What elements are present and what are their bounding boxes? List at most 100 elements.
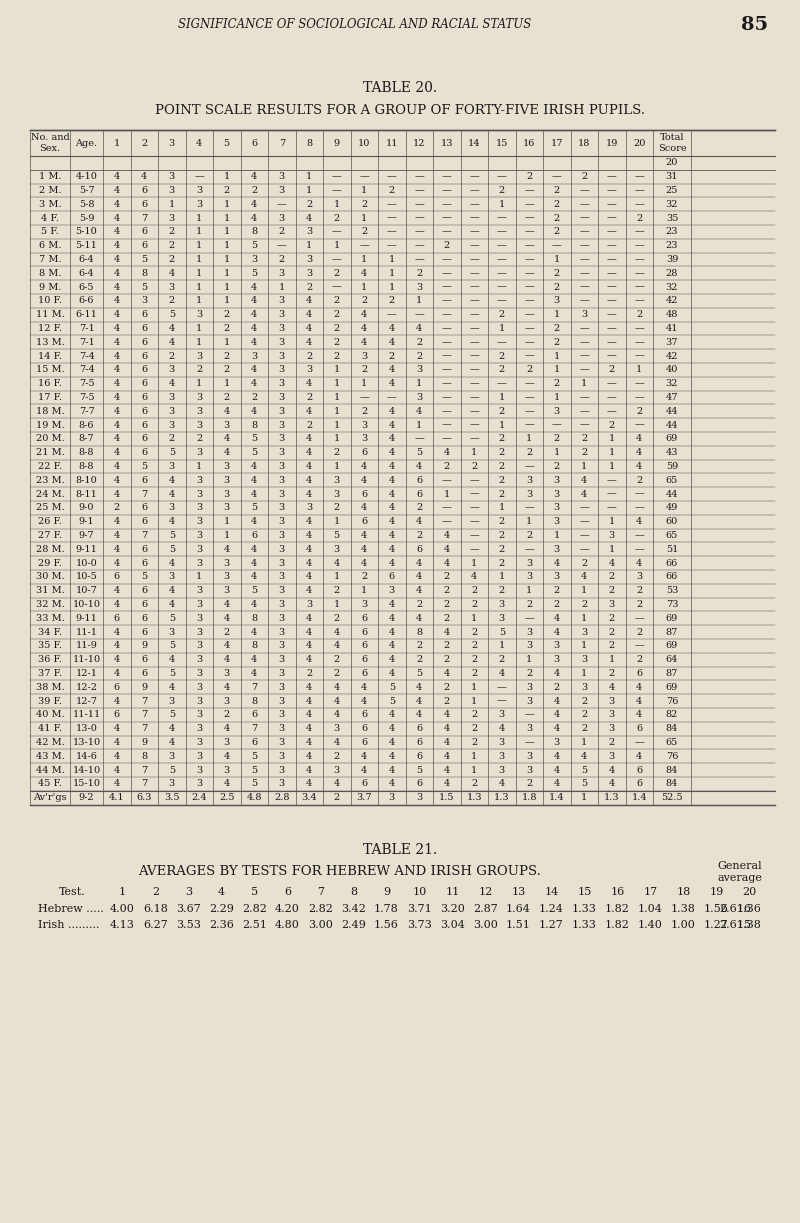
Text: 4: 4 — [224, 614, 230, 623]
Text: 69: 69 — [666, 434, 678, 444]
Text: 1: 1 — [196, 256, 202, 264]
Text: 14: 14 — [468, 138, 481, 148]
Text: 7: 7 — [251, 724, 258, 734]
Text: 38 M.: 38 M. — [36, 682, 64, 692]
Text: 4: 4 — [251, 338, 258, 347]
Text: 1: 1 — [224, 283, 230, 291]
Text: 3: 3 — [554, 544, 560, 554]
Text: —: — — [442, 256, 452, 264]
Text: 5: 5 — [251, 448, 258, 457]
Text: 5-9: 5-9 — [78, 214, 94, 223]
Text: 4: 4 — [389, 544, 395, 554]
Text: —: — — [442, 172, 452, 181]
Text: 4: 4 — [169, 338, 175, 347]
Text: 2: 2 — [498, 186, 505, 194]
Text: 2: 2 — [554, 199, 560, 209]
Text: —: — — [332, 283, 342, 291]
Text: —: — — [552, 241, 562, 251]
Text: 7: 7 — [141, 766, 147, 774]
Text: —: — — [332, 227, 342, 236]
Text: 4: 4 — [554, 724, 560, 734]
Text: 2.616: 2.616 — [719, 904, 751, 914]
Text: 3: 3 — [278, 586, 285, 596]
Text: 3: 3 — [334, 544, 340, 554]
Text: 4: 4 — [389, 489, 395, 499]
Text: 2: 2 — [444, 682, 450, 692]
Text: —: — — [470, 517, 479, 526]
Text: 4: 4 — [389, 627, 395, 637]
Text: 1.3: 1.3 — [604, 794, 619, 802]
Text: —: — — [332, 172, 342, 181]
Text: 3: 3 — [169, 407, 175, 416]
Text: 3: 3 — [196, 586, 202, 596]
Text: 32: 32 — [666, 283, 678, 291]
Text: 3: 3 — [196, 421, 202, 429]
Text: 3: 3 — [526, 559, 532, 567]
Text: 1.3: 1.3 — [466, 794, 482, 802]
Text: 1: 1 — [224, 199, 230, 209]
Text: 3: 3 — [169, 504, 175, 512]
Text: 6: 6 — [141, 393, 147, 402]
Text: 10-0: 10-0 — [76, 559, 98, 567]
Text: —: — — [634, 489, 644, 499]
Text: 6: 6 — [141, 324, 147, 333]
Text: 6-5: 6-5 — [78, 283, 94, 291]
Text: 5: 5 — [251, 269, 258, 278]
Text: —: — — [607, 379, 617, 388]
Text: —: — — [497, 682, 506, 692]
Text: 4: 4 — [444, 711, 450, 719]
Text: 1 M.: 1 M. — [38, 172, 62, 181]
Text: 2: 2 — [444, 697, 450, 706]
Text: —: — — [634, 296, 644, 306]
Text: 2: 2 — [306, 283, 312, 291]
Text: 3: 3 — [169, 366, 175, 374]
Text: 1: 1 — [334, 517, 340, 526]
Text: 4: 4 — [389, 504, 395, 512]
Text: 6: 6 — [141, 586, 147, 596]
Text: —: — — [442, 214, 452, 223]
Text: —: — — [470, 296, 479, 306]
Text: 1.64: 1.64 — [506, 904, 531, 914]
Text: 4: 4 — [444, 669, 450, 678]
Text: 3: 3 — [278, 614, 285, 623]
Text: 11-10: 11-10 — [73, 656, 101, 664]
Text: —: — — [470, 393, 479, 402]
Text: —: — — [579, 407, 589, 416]
Text: 1: 1 — [334, 407, 340, 416]
Text: —: — — [607, 504, 617, 512]
Text: 6: 6 — [114, 711, 120, 719]
Text: 4: 4 — [306, 586, 312, 596]
Text: —: — — [579, 227, 589, 236]
Text: 2: 2 — [334, 504, 340, 512]
Text: 4: 4 — [114, 434, 120, 444]
Text: 6 M.: 6 M. — [38, 241, 62, 251]
Text: 84: 84 — [666, 724, 678, 734]
Text: 6: 6 — [636, 724, 642, 734]
Text: —: — — [634, 504, 644, 512]
Text: 1: 1 — [581, 614, 587, 623]
Text: 4: 4 — [554, 752, 560, 761]
Text: 4: 4 — [114, 669, 120, 678]
Text: —: — — [470, 421, 479, 429]
Text: 3: 3 — [278, 724, 285, 734]
Text: 4: 4 — [389, 711, 395, 719]
Text: —: — — [524, 338, 534, 347]
Text: —: — — [497, 283, 506, 291]
Text: 4: 4 — [114, 641, 120, 651]
Text: 1: 1 — [334, 462, 340, 471]
Text: 11-1: 11-1 — [75, 627, 98, 637]
Text: 6: 6 — [361, 737, 367, 747]
Text: 5: 5 — [334, 531, 340, 541]
Text: —: — — [524, 227, 534, 236]
Text: 3: 3 — [196, 656, 202, 664]
Text: 3: 3 — [196, 559, 202, 567]
Text: 7-5: 7-5 — [78, 393, 94, 402]
Text: 3: 3 — [581, 682, 587, 692]
Text: —: — — [524, 241, 534, 251]
Text: 4: 4 — [636, 752, 642, 761]
Text: 9: 9 — [141, 682, 147, 692]
Text: 1: 1 — [361, 256, 367, 264]
Text: 3: 3 — [334, 766, 340, 774]
Text: 3: 3 — [554, 572, 560, 581]
Text: 4: 4 — [334, 641, 340, 651]
